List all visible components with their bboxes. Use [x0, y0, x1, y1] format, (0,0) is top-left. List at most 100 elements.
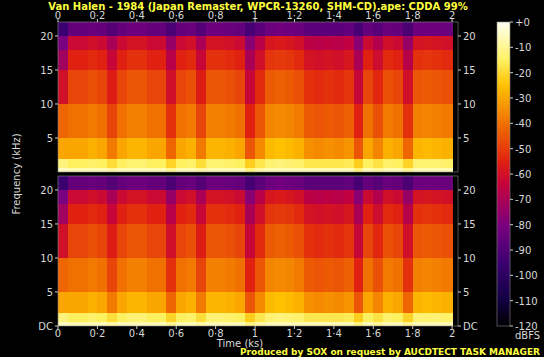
cell [147, 168, 157, 172]
cell [393, 224, 403, 259]
cell [137, 138, 147, 159]
cell [423, 224, 433, 259]
cell [354, 224, 364, 259]
cell [245, 224, 255, 259]
cell [117, 22, 127, 36]
cell [344, 224, 354, 259]
cell [147, 50, 157, 71]
cell [383, 322, 393, 326]
cell [294, 190, 304, 204]
cell [196, 224, 206, 259]
cell [107, 312, 117, 322]
cell [127, 322, 137, 326]
cell [107, 104, 117, 139]
cell [196, 138, 206, 159]
cell [196, 292, 206, 313]
cell [255, 258, 265, 293]
cell [403, 176, 413, 190]
cell [78, 258, 88, 293]
cell [403, 158, 413, 168]
cell [176, 158, 186, 168]
cell [413, 22, 423, 36]
cell [432, 50, 442, 71]
cell [166, 190, 176, 204]
cell [432, 190, 442, 204]
cell [373, 224, 383, 259]
cell [423, 36, 433, 50]
cell [265, 204, 275, 225]
x-tick-label: 1·8 [405, 328, 421, 339]
cell [216, 158, 226, 168]
cell [265, 258, 275, 293]
cell [147, 292, 157, 313]
cell [78, 50, 88, 71]
cell [107, 168, 117, 172]
cell [216, 50, 226, 71]
cell [275, 50, 285, 71]
cell [344, 258, 354, 293]
cell [68, 176, 78, 190]
cell [285, 22, 295, 36]
cell [245, 158, 255, 168]
cell [423, 176, 433, 190]
cell [117, 176, 127, 190]
cell [206, 50, 216, 71]
cell [403, 138, 413, 159]
cell [206, 322, 216, 326]
cell [363, 22, 373, 36]
y-tick-label: 20 [463, 31, 476, 42]
cell [117, 104, 127, 139]
cell [442, 70, 452, 105]
y-tick-label: 10 [40, 99, 53, 110]
cell [442, 292, 452, 313]
cell [324, 204, 334, 225]
cell [314, 190, 324, 204]
cell [275, 190, 285, 204]
cell [354, 168, 364, 172]
colorbar-tick-label: -50 [515, 144, 531, 155]
cell [137, 258, 147, 293]
cell [314, 22, 324, 36]
cell [245, 322, 255, 326]
cell [127, 312, 137, 322]
cell [225, 322, 235, 326]
cell [206, 224, 216, 259]
cell [285, 36, 295, 50]
cell [58, 176, 68, 190]
cell [186, 168, 196, 172]
cell [68, 168, 78, 172]
cell [393, 70, 403, 105]
cell [314, 158, 324, 168]
y-tick [55, 103, 58, 104]
cell [117, 312, 127, 322]
cell [186, 22, 196, 36]
cell [304, 322, 314, 326]
cell [354, 70, 364, 105]
y-tick-label: 5 [463, 287, 469, 298]
cell [97, 292, 107, 313]
cell [137, 322, 147, 326]
cell [294, 168, 304, 172]
cell [186, 70, 196, 105]
cell [137, 292, 147, 313]
colorbar-tick-label: -70 [515, 194, 531, 205]
cell [88, 138, 98, 159]
cell [157, 312, 167, 322]
cell [127, 36, 137, 50]
cell [58, 70, 68, 105]
cell [285, 204, 295, 225]
cell [275, 70, 285, 105]
colorbar-label: dBFS [515, 330, 540, 341]
cell [275, 322, 285, 326]
cell [314, 204, 324, 225]
cell [68, 312, 78, 322]
cell [304, 158, 314, 168]
cell [314, 312, 324, 322]
cell [58, 204, 68, 225]
cell [344, 190, 354, 204]
cell [88, 292, 98, 313]
cell [363, 176, 373, 190]
cell [373, 22, 383, 36]
cell [235, 36, 245, 50]
cell [196, 70, 206, 105]
